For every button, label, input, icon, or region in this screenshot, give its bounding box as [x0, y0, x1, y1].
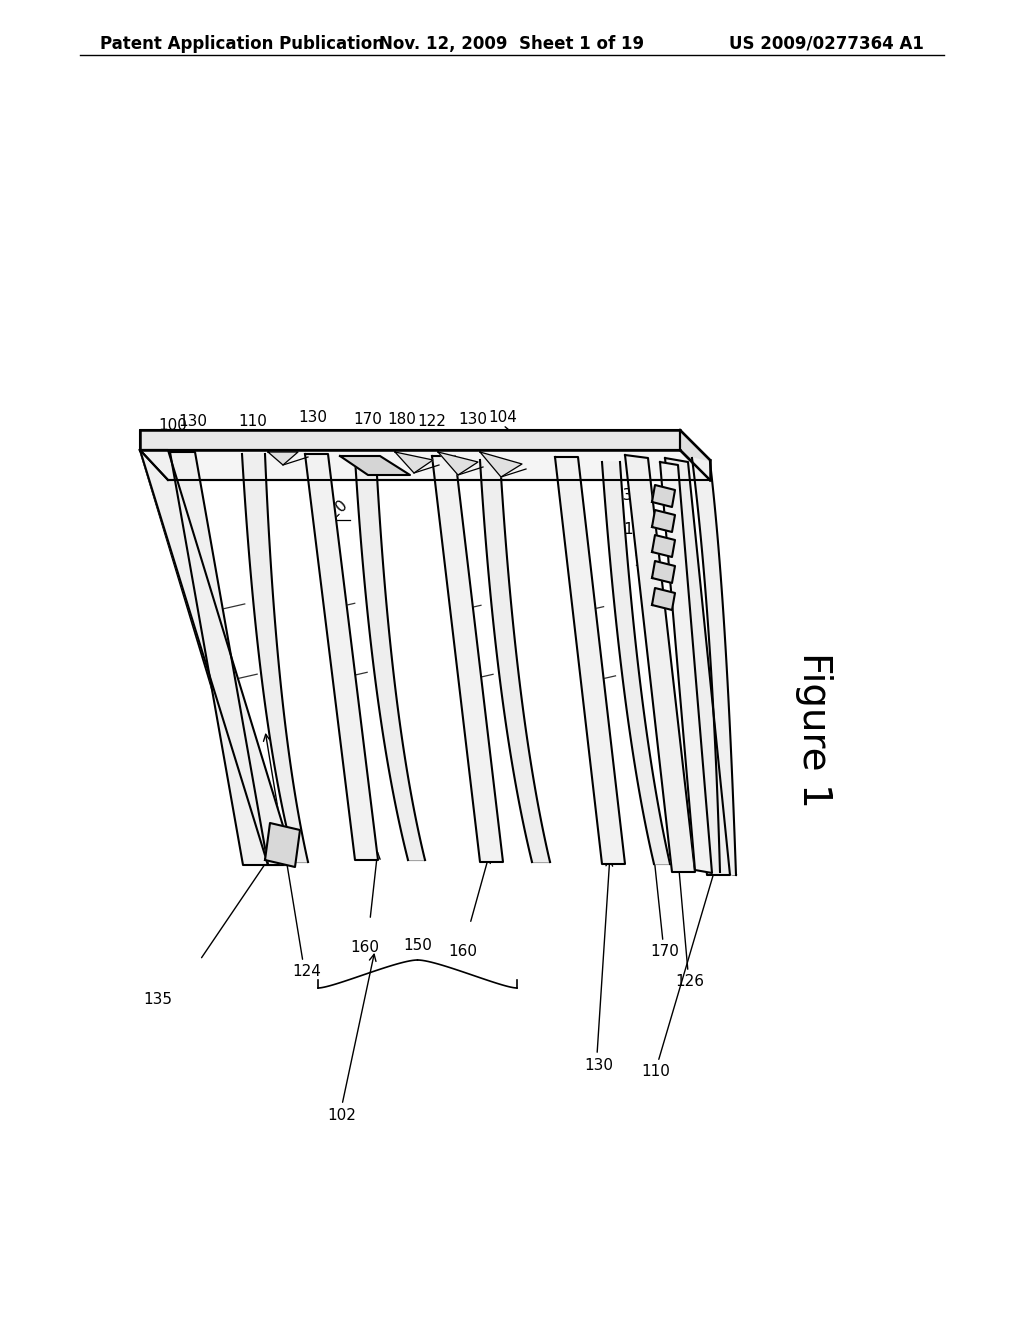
Text: 135: 135: [633, 554, 662, 569]
Text: 135: 135: [613, 487, 642, 503]
Text: Nov. 12, 2009  Sheet 1 of 19: Nov. 12, 2009 Sheet 1 of 19: [380, 36, 644, 53]
Polygon shape: [265, 822, 300, 867]
Text: 130: 130: [299, 411, 328, 425]
Polygon shape: [395, 451, 433, 473]
Text: 102: 102: [328, 1107, 356, 1122]
Polygon shape: [602, 462, 670, 865]
Polygon shape: [692, 458, 736, 875]
Polygon shape: [660, 462, 712, 873]
Text: 160: 160: [350, 940, 380, 956]
Polygon shape: [305, 454, 378, 861]
Polygon shape: [652, 510, 675, 532]
Polygon shape: [140, 450, 290, 865]
Text: 126: 126: [676, 974, 705, 990]
Polygon shape: [140, 430, 680, 450]
Text: 170: 170: [353, 412, 382, 428]
Text: 122: 122: [418, 414, 446, 429]
Text: 130: 130: [585, 1057, 613, 1072]
Polygon shape: [652, 484, 675, 507]
Polygon shape: [438, 451, 478, 475]
Polygon shape: [652, 561, 675, 583]
Text: 110: 110: [137, 433, 167, 447]
Text: 150: 150: [403, 937, 432, 953]
Polygon shape: [140, 450, 295, 865]
Polygon shape: [340, 455, 410, 475]
Polygon shape: [355, 458, 425, 861]
Text: Figure 1: Figure 1: [795, 652, 833, 808]
Text: 120: 120: [319, 496, 350, 527]
Text: 130: 130: [178, 414, 208, 429]
Polygon shape: [432, 455, 503, 862]
Text: 135: 135: [623, 523, 652, 537]
Text: 135: 135: [143, 993, 172, 1007]
Text: 110: 110: [642, 1064, 671, 1080]
Text: 100: 100: [159, 417, 187, 433]
Polygon shape: [242, 454, 308, 862]
Text: 170: 170: [650, 945, 680, 960]
Text: 104: 104: [488, 409, 517, 425]
Polygon shape: [268, 451, 298, 465]
Polygon shape: [140, 450, 710, 480]
Polygon shape: [480, 459, 550, 862]
Text: Patent Application Publication: Patent Application Publication: [100, 36, 384, 53]
Polygon shape: [555, 457, 625, 865]
Polygon shape: [652, 535, 675, 557]
Text: 130: 130: [459, 412, 487, 428]
Text: 160: 160: [449, 945, 477, 960]
Text: 180: 180: [387, 412, 417, 428]
Text: US 2009/0277364 A1: US 2009/0277364 A1: [729, 36, 924, 53]
Polygon shape: [480, 451, 522, 477]
Polygon shape: [170, 451, 268, 865]
Text: 124: 124: [293, 965, 322, 979]
Polygon shape: [665, 458, 730, 875]
Text: 110: 110: [239, 414, 267, 429]
Polygon shape: [652, 587, 675, 610]
Polygon shape: [680, 430, 710, 480]
Text: 135: 135: [643, 593, 672, 607]
Polygon shape: [625, 455, 695, 873]
